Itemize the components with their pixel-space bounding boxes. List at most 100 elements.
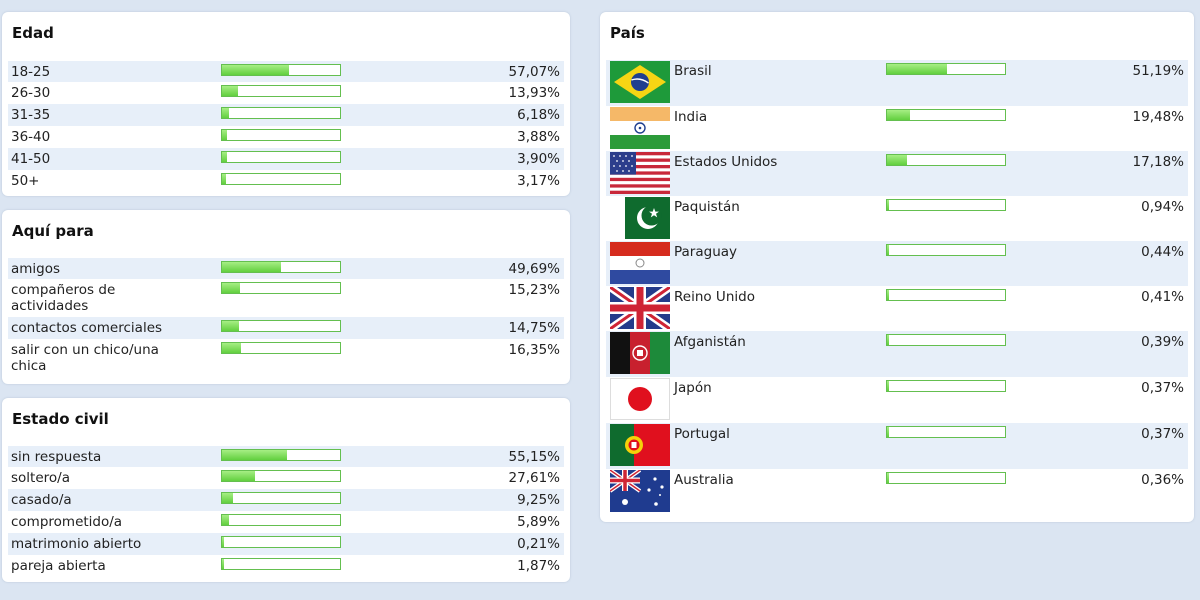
row-label: sin respuesta [11, 449, 102, 465]
row-percentage: 27,61% [508, 470, 560, 486]
progress-fill [887, 290, 890, 300]
row-percentage: 0,21% [517, 536, 560, 552]
row-percentage: 0,44% [1141, 244, 1184, 260]
progress-bar [221, 129, 341, 141]
progress-fill [222, 262, 281, 272]
progress-bar [886, 289, 1006, 301]
list-item: matrimonio abierto 0,21% [8, 533, 564, 555]
progress-bar [221, 536, 341, 548]
progress-fill [222, 283, 240, 293]
progress-bar [886, 472, 1006, 484]
progress-fill [222, 450, 288, 460]
row-percentage: 3,90% [517, 151, 560, 167]
row-percentage: 0,41% [1141, 289, 1184, 305]
row-label: salir con un chico/una chica [11, 342, 159, 374]
list-item: sin respuesta 55,15% [8, 446, 564, 467]
row-percentage: 49,69% [508, 261, 560, 277]
row-percentage: 0,94% [1141, 199, 1184, 215]
estado-civil-panel: Estado civil sin respuesta 55,15% solter… [2, 398, 570, 582]
progress-bar [221, 64, 341, 76]
progress-fill [222, 515, 229, 525]
list-item: Paraguay 0,44% [606, 241, 1188, 286]
pais-panel: País Brasil 51,19% India 19,48% Estados … [600, 12, 1194, 522]
progress-fill [222, 471, 255, 481]
progress-fill [222, 343, 242, 353]
list-item: casado/a 9,25% [8, 489, 564, 511]
list-item: salir con un chico/una chica 16,35% [8, 339, 564, 377]
progress-fill [222, 152, 227, 162]
list-item: 50+ 3,17% [8, 170, 564, 192]
progress-fill [222, 130, 227, 140]
list-item: contactos comerciales 14,75% [8, 317, 564, 339]
row-percentage: 51,19% [1132, 63, 1184, 79]
progress-bar [886, 426, 1006, 438]
progress-bar [221, 85, 341, 97]
progress-bar [221, 320, 341, 332]
row-label: amigos [11, 261, 61, 277]
country-name: Paraguay [674, 244, 738, 260]
country-name: Portugal [674, 426, 730, 442]
afghanistan-flag-icon [610, 332, 670, 374]
row-percentage: 15,23% [508, 282, 560, 298]
row-label: 31-35 [11, 107, 51, 123]
progress-bar [886, 154, 1006, 166]
row-label: contactos comerciales [11, 320, 163, 336]
progress-bar [886, 109, 1006, 121]
progress-fill [222, 86, 239, 96]
progress-fill [887, 335, 890, 345]
row-percentage: 3,17% [517, 173, 560, 189]
row-percentage: 0,37% [1141, 380, 1184, 396]
row-percentage: 57,07% [508, 64, 560, 80]
progress-fill [222, 108, 230, 118]
progress-bar [221, 261, 341, 273]
australia-flag-icon [610, 470, 670, 512]
row-label: 36-40 [11, 129, 51, 145]
list-item: Australia 0,36% [606, 469, 1188, 515]
country-name: Brasil [674, 63, 712, 79]
country-name: Japón [674, 380, 712, 396]
progress-bar [886, 334, 1006, 346]
country-name: Australia [674, 472, 734, 488]
row-percentage: 0,39% [1141, 334, 1184, 350]
list-item: 26-30 13,93% [8, 82, 564, 104]
row-label: 41-50 [11, 151, 51, 167]
progress-bar [221, 492, 341, 504]
progress-bar [221, 558, 341, 570]
progress-bar [221, 282, 341, 294]
list-item: 36-40 3,88% [8, 126, 564, 148]
brazil-flag-icon [610, 61, 670, 103]
uk-flag-icon [610, 287, 670, 329]
row-label: compañeros de actividades [11, 282, 116, 314]
row-percentage: 3,88% [517, 129, 560, 145]
list-item: comprometido/a 5,89% [8, 511, 564, 533]
country-name: Reino Unido [674, 289, 755, 305]
row-percentage: 17,18% [1132, 154, 1184, 170]
progress-fill [887, 245, 890, 255]
progress-fill [222, 321, 240, 331]
row-label: pareja abierta [11, 558, 106, 574]
estado-civil-title: Estado civil [12, 410, 109, 428]
progress-fill [222, 174, 226, 184]
progress-bar [221, 151, 341, 163]
row-percentage: 5,89% [517, 514, 560, 530]
row-percentage: 6,18% [517, 107, 560, 123]
row-percentage: 0,36% [1141, 472, 1184, 488]
list-item: compañeros de actividades 15,23% [8, 279, 564, 317]
progress-fill [887, 155, 908, 165]
progress-fill [887, 427, 890, 437]
row-label: 26-30 [11, 85, 51, 101]
progress-fill [222, 559, 225, 569]
japan-flag-icon [610, 378, 670, 420]
aqui-para-title: Aquí para [12, 222, 94, 240]
list-item: India 19,48% [606, 106, 1188, 151]
edad-panel: Edad 18-25 57,07% 26-30 13,93% 31-35 6,1… [2, 12, 570, 196]
progress-fill [222, 493, 233, 503]
row-percentage: 1,87% [517, 558, 560, 574]
country-name: Afganistán [674, 334, 746, 350]
paraguay-flag-icon [610, 242, 670, 284]
country-name: Paquistán [674, 199, 740, 215]
india-flag-icon [610, 107, 670, 149]
progress-bar [221, 173, 341, 185]
list-item: Reino Unido 0,41% [606, 286, 1188, 331]
progress-bar [221, 342, 341, 354]
